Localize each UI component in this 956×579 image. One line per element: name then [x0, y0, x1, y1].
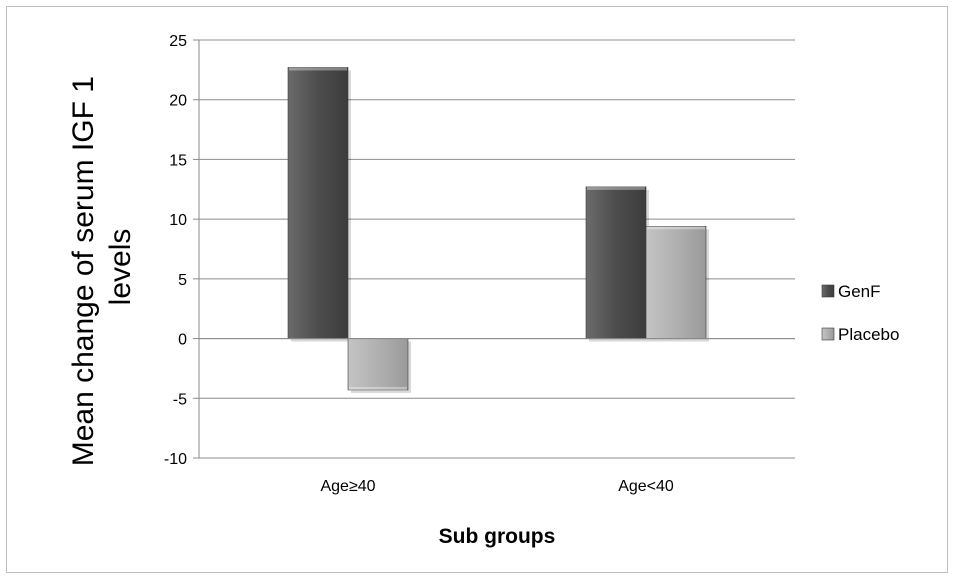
x-tick-label: Age<40 — [618, 478, 674, 495]
bar-placebo-2 — [645, 226, 709, 342]
y-axis-label-line-1: Mean change of serum IGF 1 — [67, 76, 100, 466]
bars — [199, 67, 795, 393]
y-tick-label: 20 — [169, 93, 187, 110]
bar — [347, 338, 409, 391]
bar-bevel — [587, 186, 645, 190]
bar-bevel — [349, 386, 407, 390]
y-tick-label: -10 — [164, 451, 187, 468]
bar — [645, 226, 707, 339]
y-axis-label-line-2: levels — [104, 229, 137, 306]
legend-swatch — [821, 327, 835, 341]
y-tick-label: 5 — [178, 272, 187, 289]
x-axis-label: Sub groups — [439, 525, 556, 548]
legend-label: GenF — [838, 282, 881, 301]
legend-item-placebo: Placebo — [821, 325, 899, 344]
x-axis-tick-labels: Age≥40 Age<40 — [320, 478, 673, 495]
legend-swatch — [821, 284, 835, 298]
y-tick-label: -5 — [173, 391, 187, 408]
bar-bevel — [289, 67, 347, 71]
legend: GenF Placebo — [821, 282, 899, 344]
bar-bevel — [647, 226, 705, 230]
legend-label: Placebo — [838, 325, 899, 344]
x-tick-label: Age≥40 — [320, 478, 375, 495]
bar — [287, 67, 349, 339]
bar-genf-1 — [287, 67, 351, 342]
bar-genf-2 — [585, 186, 649, 342]
y-axis-tick-labels: 25 20 15 10 5 0 -5 -10 — [164, 33, 187, 468]
bar-placebo-1 — [347, 338, 411, 393]
y-tick-label: 0 — [178, 332, 187, 349]
bar — [585, 186, 647, 339]
legend-item-genf: GenF — [821, 282, 881, 301]
y-axis-label: Mean change of serum IGF 1 levels — [67, 68, 137, 467]
y-tick-label: 15 — [169, 152, 187, 169]
chart-frame — [6, 6, 948, 573]
y-tick-label: 25 — [169, 33, 187, 50]
y-tick-label: 10 — [169, 212, 187, 229]
